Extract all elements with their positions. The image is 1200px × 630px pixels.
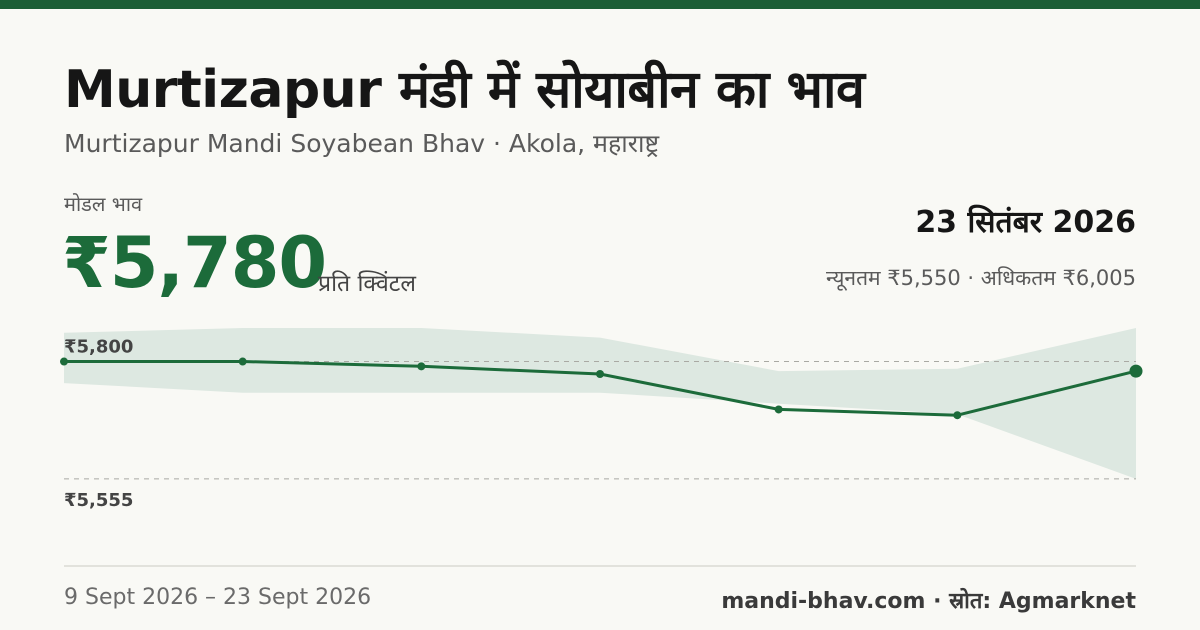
data-point [417, 362, 426, 371]
data-point [60, 357, 68, 366]
data-point [774, 405, 783, 414]
footer-source: mandi-bhav.com · स्रोत: Agmarknet [721, 589, 1136, 614]
data-point [1129, 364, 1143, 378]
top-accent-bar [0, 0, 1200, 9]
data-point [238, 357, 247, 366]
reference-label-2: ₹5,555 [64, 490, 133, 511]
price-unit: प्रति क्विंटल [318, 271, 416, 297]
footer-date-range: 9 Sept 2026 – 23 Sept 2026 [64, 585, 372, 610]
min-max-band [64, 328, 1136, 479]
reference-label-1: ₹5,800 [64, 337, 133, 358]
page-title: Murtizapur मंडी में सोयाबीन का भाव [64, 60, 865, 120]
modal-price-label: मोडल भाव [64, 192, 143, 216]
page-subtitle: Murtizapur Mandi Soyabean Bhav · Akola, … [64, 129, 660, 158]
modal-price-value: ₹5,780 [62, 222, 327, 304]
footer-divider [64, 565, 1136, 567]
data-point [596, 369, 604, 378]
price-date: 23 सितंबर 2026 [915, 205, 1136, 240]
min-max-range: न्यूनतम ₹5,550 · अधिकतम ₹6,005 [826, 266, 1136, 290]
data-point [953, 411, 962, 420]
